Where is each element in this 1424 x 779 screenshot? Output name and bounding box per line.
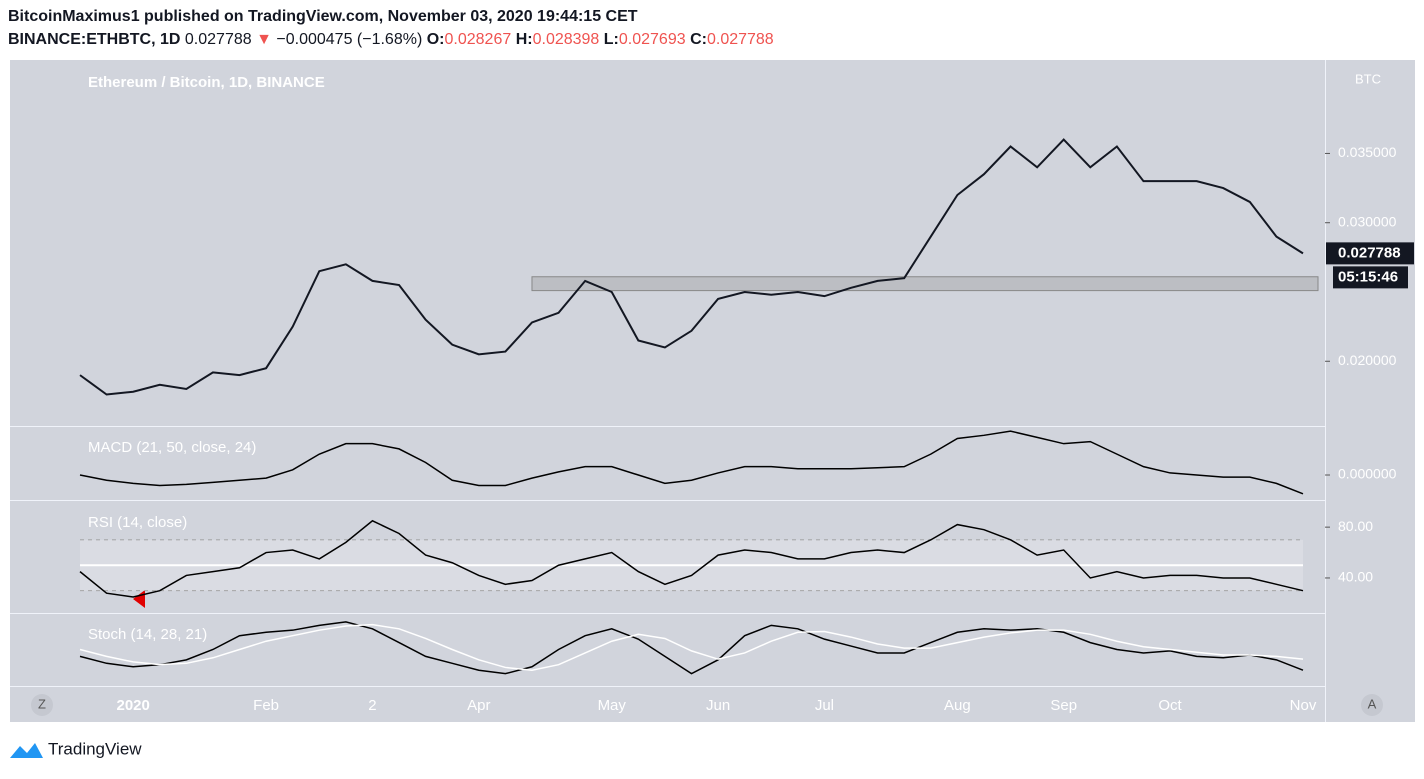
- countdown: 05:15:46: [1338, 268, 1398, 285]
- l: 0.027693: [619, 31, 686, 48]
- y-tick-label: 0.035000: [1338, 144, 1397, 160]
- series-line: [79, 138, 1304, 396]
- x-tick-label: Apr: [467, 697, 490, 714]
- pane-title: Ethereum / Bitcoin, 1D, BINANCE: [88, 74, 325, 91]
- ohlc-line: BINANCE:ETHBTC, 1D 0.027788 ▼ −0.000475 …: [8, 31, 774, 48]
- logo: [10, 743, 43, 758]
- countdown-box: [1333, 266, 1408, 289]
- c-key: C:: [690, 31, 707, 48]
- o: 0.028267: [445, 31, 512, 48]
- y-tick-label: 40.00: [1338, 569, 1373, 585]
- y-tick-label: 0.030000: [1338, 213, 1397, 229]
- x-tick-label: 2020: [116, 697, 149, 714]
- x-tick-label: May: [598, 697, 627, 714]
- series-line: [79, 430, 1304, 495]
- series-line: [79, 623, 1304, 671]
- c: 0.027788: [707, 31, 774, 48]
- price: 0.027788: [185, 31, 252, 48]
- arrow: ▼: [256, 31, 272, 48]
- symbol: BINANCE:ETHBTC, 1D: [8, 31, 180, 48]
- footer-brand: TradingView: [48, 739, 142, 758]
- author-line: BitcoinMaximus1 published on TradingView…: [8, 8, 638, 25]
- x-tick-label: Nov: [1290, 697, 1317, 714]
- pane-title: RSI (14, close): [88, 514, 187, 531]
- z-letter: Z: [38, 696, 46, 711]
- pane-title: MACD (21, 50, close, 24): [88, 439, 256, 456]
- resistance-zone: [531, 276, 1319, 292]
- last-price: 0.027788: [1338, 244, 1401, 261]
- y-tick-label: 0.020000: [1338, 352, 1397, 368]
- rsi-fill: [80, 539, 1303, 591]
- x-tick-label: Sep: [1050, 697, 1077, 714]
- y-tick-label: 0.000000: [1338, 466, 1397, 482]
- h: 0.028398: [533, 31, 600, 48]
- h-key: H:: [516, 31, 533, 48]
- a-button[interactable]: [1361, 694, 1383, 716]
- x-tick-label: Jun: [706, 697, 730, 714]
- series-line: [79, 519, 1304, 598]
- l-key: L:: [604, 31, 619, 48]
- unit-label: BTC: [1355, 71, 1381, 86]
- change: −0.000475 (−1.68%): [276, 31, 422, 48]
- x-tick-label: Aug: [944, 697, 971, 714]
- x-tick-label: Feb: [253, 697, 279, 714]
- pane-title: Stoch (14, 28, 21): [88, 626, 207, 643]
- series-line: [79, 621, 1304, 675]
- z-button[interactable]: [31, 694, 53, 716]
- y-tick-label: 80.00: [1338, 518, 1373, 534]
- last-price-box: [1326, 242, 1414, 265]
- a-letter: A: [1368, 696, 1377, 711]
- publish-line: BitcoinMaximus1 published on TradingView…: [8, 8, 638, 25]
- x-tick-label: Oct: [1158, 697, 1182, 714]
- o-key: O:: [427, 31, 445, 48]
- x-tick-label: Jul: [815, 697, 834, 714]
- chart-bg: [10, 60, 1415, 722]
- x-tick-label: 2: [368, 697, 376, 714]
